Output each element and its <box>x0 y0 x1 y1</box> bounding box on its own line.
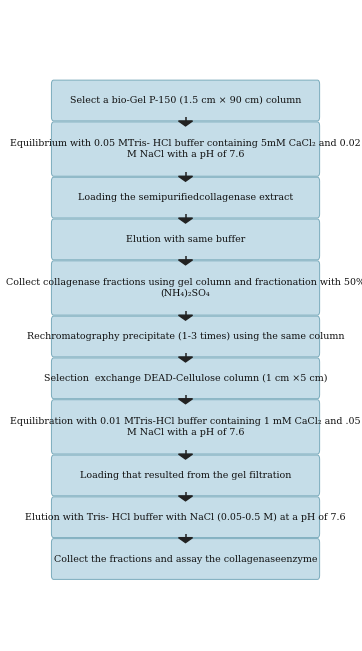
FancyBboxPatch shape <box>51 538 320 579</box>
Text: Rechromatography precipitate (1-3 times) using the same column: Rechromatography precipitate (1-3 times)… <box>27 332 344 341</box>
FancyBboxPatch shape <box>51 80 320 121</box>
Polygon shape <box>178 399 193 404</box>
FancyBboxPatch shape <box>51 261 320 315</box>
Polygon shape <box>178 357 193 362</box>
Polygon shape <box>178 454 193 459</box>
Text: Loading the semipurifiedcollagenase extract: Loading the semipurifiedcollagenase extr… <box>78 193 293 202</box>
Polygon shape <box>178 496 193 501</box>
Text: Equilibrium with 0.05 MTris- HCl buffer containing 5mM CaCl₂ and 0.02
M NaCl wit: Equilibrium with 0.05 MTris- HCl buffer … <box>10 139 361 159</box>
Text: Collect the fractions and assay the collagenaseenzyme: Collect the fractions and assay the coll… <box>54 555 317 564</box>
Text: Equilibration with 0.01 MTris-HCl buffer containing 1 mM CaCl₂ and .05
M NaCl wi: Equilibration with 0.01 MTris-HCl buffer… <box>10 417 361 437</box>
Polygon shape <box>178 538 193 543</box>
Polygon shape <box>178 260 193 265</box>
FancyBboxPatch shape <box>51 122 320 176</box>
FancyBboxPatch shape <box>51 316 320 357</box>
Polygon shape <box>178 315 193 320</box>
Text: Elution with Tris- HCl buffer with NaCl (0.05-0.5 M) at a pH of 7.6: Elution with Tris- HCl buffer with NaCl … <box>25 512 346 522</box>
Text: Selection  exchange DEAD-Cellulose column (1 cm ×5 cm): Selection exchange DEAD-Cellulose column… <box>44 374 327 383</box>
Polygon shape <box>178 121 193 126</box>
Polygon shape <box>178 218 193 223</box>
Text: Collect collagenase fractions using gel column and fractionation with 50%
(NH₄)₂: Collect collagenase fractions using gel … <box>6 278 362 298</box>
Polygon shape <box>178 176 193 181</box>
FancyBboxPatch shape <box>51 219 320 260</box>
Text: Select a bio-Gel P-150 (1.5 cm × 90 cm) column: Select a bio-Gel P-150 (1.5 cm × 90 cm) … <box>70 96 301 105</box>
Text: Loading that resulted from the gel filtration: Loading that resulted from the gel filtr… <box>80 471 291 480</box>
FancyBboxPatch shape <box>51 358 320 398</box>
Text: Elution with same buffer: Elution with same buffer <box>126 235 245 244</box>
FancyBboxPatch shape <box>51 177 320 218</box>
FancyBboxPatch shape <box>51 455 320 496</box>
FancyBboxPatch shape <box>51 497 320 538</box>
FancyBboxPatch shape <box>51 400 320 454</box>
